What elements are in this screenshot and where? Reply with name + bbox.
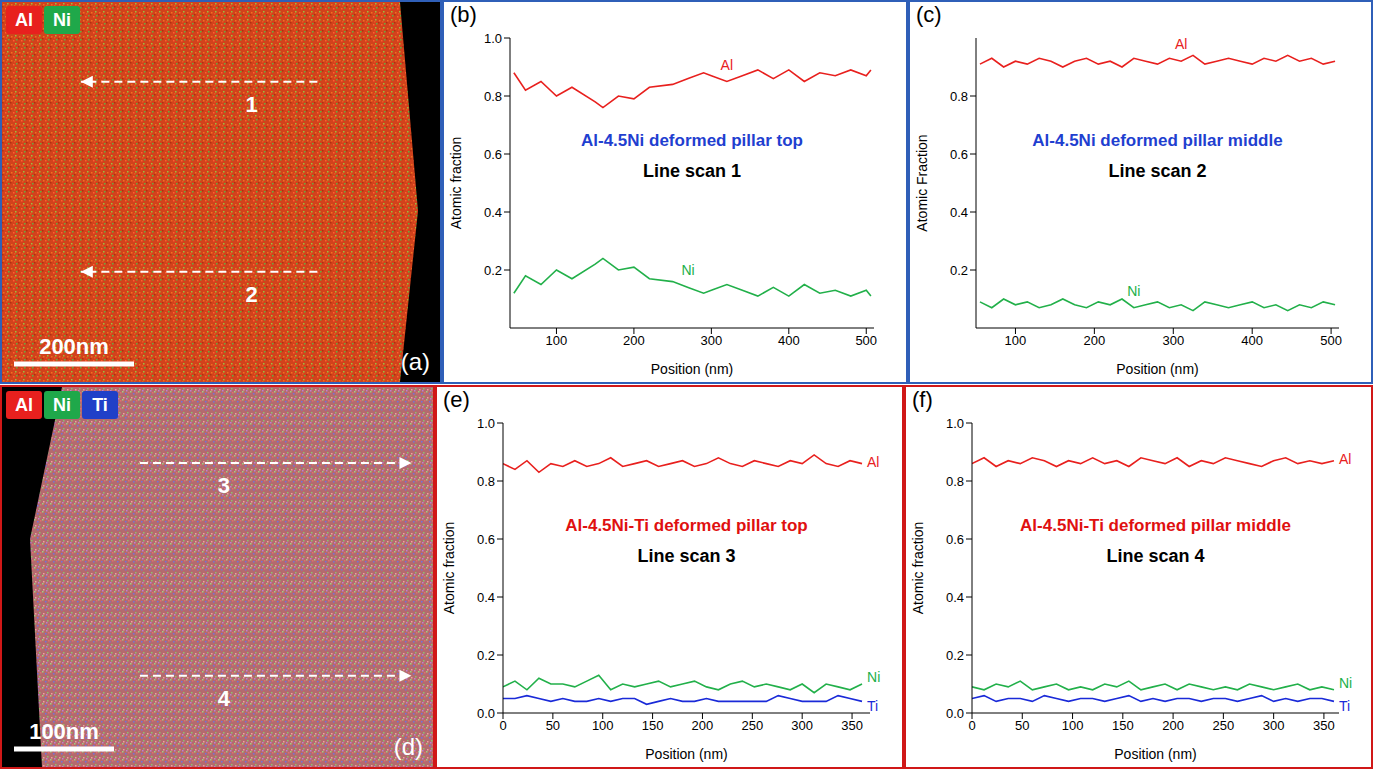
- svg-text:0.2: 0.2: [477, 648, 495, 663]
- svg-text:1: 1: [246, 92, 258, 117]
- svg-text:0.6: 0.6: [477, 532, 495, 547]
- svg-text:200: 200: [623, 333, 645, 348]
- html-text:Line scan 2: Line scan 2: [1108, 160, 1207, 181]
- html-text:Al-4.5Ni deformed pillar top: Al-4.5Ni deformed pillar top: [581, 130, 803, 150]
- svg-text:Ni: Ni: [867, 669, 880, 685]
- svg-text:4: 4: [218, 686, 231, 711]
- svg-text:150: 150: [1112, 718, 1134, 733]
- svg-text:Al: Al: [1175, 36, 1187, 52]
- html-text:Line scan 1: Line scan 1: [643, 160, 741, 181]
- svg-text:1.0: 1.0: [477, 416, 495, 431]
- svg-text:0.4: 0.4: [950, 205, 968, 220]
- svg-text:Al: Al: [1339, 451, 1351, 467]
- svg-text:0.6: 0.6: [950, 147, 968, 162]
- svg-text:Atomic fraction: Atomic fraction: [910, 522, 926, 615]
- svg-text:100: 100: [1062, 718, 1084, 733]
- svg-text:0: 0: [499, 718, 506, 733]
- html-text:(e): (e): [443, 387, 470, 412]
- html-text:Al-4.5Ni deformed pillar middl: Al-4.5Ni deformed pillar middle: [1032, 130, 1283, 150]
- svg-text:500: 500: [855, 333, 877, 348]
- svg-text:Ti: Ti: [867, 698, 878, 714]
- svg-text:300: 300: [1162, 333, 1184, 348]
- svg-text:0.4: 0.4: [477, 590, 495, 605]
- svg-text:0.8: 0.8: [946, 474, 964, 489]
- svg-text:Al: Al: [867, 454, 879, 470]
- svg-text:200: 200: [692, 718, 714, 733]
- html-text:(b): (b): [450, 2, 477, 27]
- svg-text:0.6: 0.6: [484, 147, 502, 162]
- svg-text:300: 300: [791, 718, 813, 733]
- svg-text:0.6: 0.6: [946, 532, 964, 547]
- svg-text:400: 400: [778, 333, 800, 348]
- svg-text:1.0: 1.0: [484, 31, 502, 46]
- svg-text:350: 350: [1313, 718, 1335, 733]
- svg-text:3: 3: [218, 473, 230, 498]
- svg-text:0.8: 0.8: [484, 89, 502, 104]
- html-text:(f): (f): [912, 387, 933, 412]
- svg-text:Atomic fraction: Atomic fraction: [441, 522, 457, 615]
- svg-text:Position (nm): Position (nm): [1114, 746, 1196, 762]
- html-text:(c): (c): [916, 2, 942, 27]
- svg-text:Position (nm): Position (nm): [645, 746, 727, 762]
- html-text:Line scan 3: Line scan 3: [637, 545, 736, 566]
- svg-text:0.2: 0.2: [950, 263, 968, 278]
- svg-text:100: 100: [546, 333, 568, 348]
- html-text:Line scan 4: Line scan 4: [1106, 545, 1205, 566]
- svg-text:Position (nm): Position (nm): [651, 361, 733, 377]
- svg-text:250: 250: [1213, 718, 1235, 733]
- svg-text:Atomic Fraction: Atomic Fraction: [914, 134, 930, 231]
- svg-text:2: 2: [246, 282, 258, 307]
- svg-text:(d): (d): [394, 733, 423, 760]
- svg-text:150: 150: [642, 718, 664, 733]
- svg-text:0.0: 0.0: [477, 706, 495, 721]
- svg-text:Atomic fraction: Atomic fraction: [448, 137, 464, 230]
- html-text:Al-4.5Ni-Ti deformed pillar to: Al-4.5Ni-Ti deformed pillar top: [565, 515, 808, 535]
- svg-text:Position (nm): Position (nm): [1116, 361, 1198, 377]
- svg-text:100: 100: [592, 718, 614, 733]
- svg-text:0: 0: [968, 718, 975, 733]
- svg-text:Al: Al: [721, 57, 733, 73]
- svg-text:Ni: Ni: [1339, 675, 1352, 691]
- svg-text:0.4: 0.4: [484, 205, 502, 220]
- svg-text:0.2: 0.2: [484, 263, 502, 278]
- svg-text:Ti: Ti: [92, 395, 108, 415]
- svg-text:300: 300: [701, 333, 723, 348]
- svg-text:0.8: 0.8: [950, 89, 968, 104]
- svg-text:200: 200: [1084, 333, 1106, 348]
- svg-text:200: 200: [1162, 718, 1184, 733]
- svg-text:0.8: 0.8: [477, 474, 495, 489]
- svg-text:500: 500: [1320, 333, 1342, 348]
- svg-text:100: 100: [1005, 333, 1027, 348]
- svg-text:0.2: 0.2: [946, 648, 964, 663]
- svg-text:200nm: 200nm: [39, 334, 109, 359]
- svg-text:50: 50: [1015, 718, 1029, 733]
- svg-text:Ni: Ni: [1127, 283, 1140, 299]
- svg-text:Ni: Ni: [53, 10, 71, 30]
- svg-text:0.0: 0.0: [946, 706, 964, 721]
- svg-text:1.0: 1.0: [946, 416, 964, 431]
- svg-text:Al: Al: [15, 395, 33, 415]
- html-text:Al-4.5Ni-Ti deformed pillar mi: Al-4.5Ni-Ti deformed pillar middle: [1020, 515, 1291, 535]
- svg-text:0.4: 0.4: [946, 590, 964, 605]
- svg-text:50: 50: [546, 718, 560, 733]
- svg-text:(a): (a): [401, 348, 430, 375]
- svg-text:400: 400: [1241, 333, 1263, 348]
- svg-text:Ti: Ti: [1339, 698, 1350, 714]
- svg-text:Ni: Ni: [53, 395, 71, 415]
- svg-text:250: 250: [741, 718, 763, 733]
- svg-text:Al: Al: [15, 10, 33, 30]
- svg-text:100nm: 100nm: [29, 719, 99, 744]
- svg-text:Ni: Ni: [682, 262, 695, 278]
- svg-text:350: 350: [841, 718, 863, 733]
- svg-text:300: 300: [1263, 718, 1285, 733]
